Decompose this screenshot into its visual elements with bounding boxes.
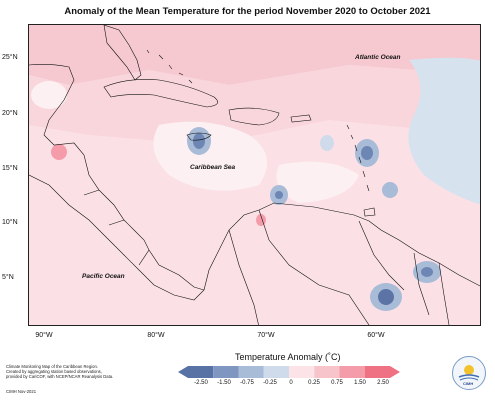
cool-spot-guadeloupe (320, 135, 334, 151)
map-title: Anomaly of the Mean Temperature for the … (64, 6, 431, 17)
legend-tick: 2.50 (377, 380, 389, 386)
label-pacific-ocean: Pacific Ocean (82, 273, 125, 280)
credit-line-1: Climate Monitoring Map of the Caribbean … (6, 364, 98, 369)
legend-tick: 1.50 (354, 380, 366, 386)
map-frame (28, 24, 481, 326)
coast-bahamas (146, 49, 193, 84)
coast-jamaica (186, 132, 212, 141)
credit-line-4: CIMH Nov-2021 (6, 389, 37, 394)
legend-title: Temperature Anomaly (˚C) (235, 352, 341, 362)
legend-tick: -2.50 (194, 380, 208, 386)
country-borders (83, 189, 450, 325)
logo-label: CIMH (463, 381, 474, 386)
coast-cuba (103, 79, 218, 108)
cool-core-aruba (275, 191, 283, 199)
cool-core-lesser-antilles (361, 146, 373, 160)
legend-swatch (339, 366, 365, 378)
neutral-gulf (31, 81, 67, 109)
lon-label-80w: 80°W (147, 332, 165, 339)
coast-lesser-antilles (346, 124, 370, 192)
cool-core-amazon (378, 289, 394, 305)
coast-south-america (203, 202, 480, 291)
legend-tick: 0 (289, 380, 293, 386)
lon-label-60w: 60°W (367, 332, 385, 339)
warm-spot-yucatan (51, 144, 67, 160)
anomaly-cool-atlantic (408, 57, 480, 205)
credit-line-3: provided by CariCOF, with NCEP/NCAR Rean… (6, 374, 114, 379)
label-atlantic-ocean: Atlantic Ocean (355, 54, 401, 61)
lat-label-15n: 15°N (2, 165, 18, 172)
lat-label-10n: 10°N (2, 219, 18, 226)
legend-swatch (213, 366, 239, 378)
legend-arrow-low (178, 366, 188, 378)
coast-florida (103, 25, 142, 81)
anomaly-neutral-south (276, 161, 359, 203)
legend-swatch (263, 366, 289, 378)
legend-tick: 0.75 (331, 380, 343, 386)
cimh-logo-icon (452, 356, 486, 390)
legend-swatch (364, 366, 390, 378)
anomaly-warm-north (29, 25, 480, 85)
lat-label-20n: 20°N (2, 110, 18, 117)
legend-tick: -1.50 (217, 380, 231, 386)
coast-central-america (29, 64, 205, 291)
anomaly-map (29, 25, 480, 325)
anomaly-neutral-caribbean (153, 121, 267, 191)
legend-swatch (289, 366, 315, 378)
coast-hispaniola (228, 107, 280, 126)
coast-trinidad (363, 207, 376, 217)
legend-swatches (188, 366, 390, 378)
legend-swatch (188, 366, 214, 378)
legend-swatch (238, 366, 264, 378)
label-caribbean-sea: Caribbean Sea (190, 164, 236, 171)
legend-tick: -0.75 (240, 380, 254, 386)
coastlines (29, 25, 480, 325)
cool-core-jamaica (193, 133, 205, 149)
cool-core-guyana (421, 267, 433, 277)
legend-tick: -0.25 (263, 380, 277, 386)
credit-line-2: Created by aggregating station based obs… (6, 369, 102, 374)
coast-puerto-rico (290, 114, 312, 123)
legend-swatch (314, 366, 340, 378)
lat-label-5n: 5°N (2, 274, 14, 281)
legend-arrow-high (390, 366, 400, 378)
lon-label-90w: 90°W (35, 332, 53, 339)
coast-pacific (29, 174, 205, 301)
anomaly-warm-band (29, 65, 480, 145)
legend-tick: 0.25 (308, 380, 320, 386)
lon-label-70w: 70°W (257, 332, 275, 339)
lat-label-25n: 25°N (2, 54, 18, 61)
cool-spot-barbados (382, 182, 398, 198)
legend-colorbar (178, 366, 400, 378)
